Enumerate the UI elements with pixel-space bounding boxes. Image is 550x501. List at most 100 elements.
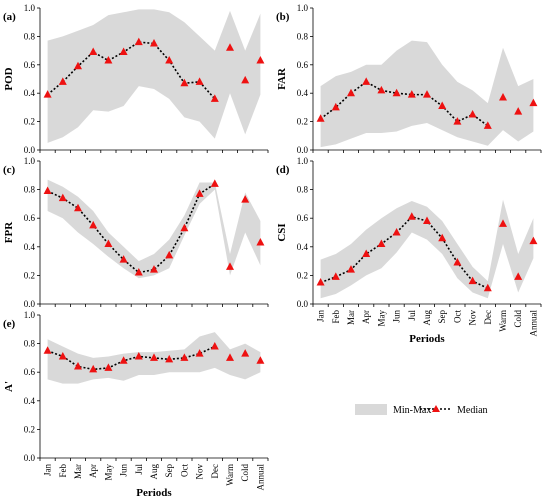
panel-e-median-point: [134, 351, 143, 360]
panel-d-x-tick-label: Jul: [407, 310, 417, 321]
panel-a-median-point: [58, 77, 67, 85]
panel-e: 0.0 0.2 0.4 0.6 0.8 1.0 Jan Feb Mar Apr May Jun Jul A…: [3, 310, 269, 499]
panel-b-label: (b): [276, 11, 290, 23]
panel-c: 0.0 0.2 0.4 0.6 0.8 1.0 (c) FPR: [3, 156, 269, 309]
panel-e-median-point: [150, 353, 158, 361]
panel-e-median-point: [89, 364, 98, 373]
panel-b-median-point: [362, 77, 371, 85]
legend-band-swatch: [355, 404, 387, 415]
panel-d-y-tick-label: 0.2: [297, 270, 308, 280]
panel-a-median-point: [226, 43, 234, 51]
panel-b-median-point: [331, 102, 340, 111]
panel-d-median-point: [438, 233, 447, 242]
panel-d-median-point: [407, 212, 416, 220]
panel-d-median-point: [377, 239, 386, 247]
panel-e-x-tick-label: Dec: [210, 464, 220, 479]
panel-a-y-tick-label: 0.6: [24, 60, 36, 70]
panel-a-y-tick-label: 1.0: [24, 3, 36, 13]
panel-e-x-tick-label: Jul: [134, 464, 144, 475]
panel-b-y-tick-label: 0.4: [297, 88, 309, 98]
legend-median-marker: [432, 405, 440, 412]
panel-b-median-point: [438, 101, 447, 109]
panel-e-median-point: [119, 356, 128, 364]
panel-d-x-tick-label: Nov: [468, 310, 478, 326]
panel-a-median-point: [195, 77, 204, 85]
panel-d-label: (d): [276, 164, 290, 176]
panel-d-median-point: [331, 272, 340, 280]
panel-e-median-point: [43, 346, 52, 354]
legend: Min-Max Median: [355, 404, 488, 416]
panel-c-median-point: [165, 250, 174, 259]
panel-b-median-point: [499, 92, 507, 101]
panel-c-median-point: [210, 179, 219, 187]
panel-c-y-tick-label: 0.6: [24, 213, 36, 223]
panel-d-y-axis-label: CSI: [276, 223, 288, 241]
panel-d-median-point: [529, 236, 538, 245]
panel-d-median-point: [483, 283, 492, 292]
panel-d: 0.0 0.2 0.4 0.6 0.8 1.0 Jan Feb Mar Apr May Jun Jul A…: [276, 156, 542, 345]
panel-e-median-line: [47, 345, 216, 371]
panel-d-median-point: [468, 276, 477, 285]
panel-a-y-tick-label: 0.8: [24, 31, 36, 41]
panel-d-median-point: [453, 258, 462, 266]
panel-b-median-point: [514, 107, 523, 115]
panel-e-x-tick-label: Oct: [179, 464, 189, 477]
panel-c-y-tick-label: 1.0: [24, 156, 36, 166]
panel-a-median-point: [89, 47, 98, 56]
panel-d-x-tick-label: Dec: [483, 310, 493, 325]
panel-e-y-tick-label: 1.0: [24, 310, 36, 320]
panel-b-median-point: [392, 88, 401, 97]
panel-b-y-axis-label: FAR: [276, 67, 288, 90]
panel-d-median-point: [347, 265, 355, 273]
panel-b-median-point: [468, 110, 477, 118]
panel-e-y-tick-label: 0.2: [24, 424, 35, 434]
panel-e-median-point: [58, 351, 67, 360]
panel-b-y-tick-label: 0.0: [297, 145, 309, 155]
panel-e-x-tick-label: Sep: [164, 464, 174, 478]
panel-d-median-point: [362, 249, 371, 257]
panel-c-y-tick-label: 0.8: [24, 185, 36, 195]
panel-d-x-tick-label: Jun: [392, 310, 402, 323]
panel-b-median-point: [453, 117, 462, 125]
panel-c-label: (c): [3, 164, 16, 176]
panel-a-median-point: [74, 61, 82, 70]
panel-d-x-tick-label: Warm: [498, 310, 508, 332]
panel-c-median-point: [134, 268, 143, 276]
panel-a-median-point: [134, 37, 143, 46]
panel-e-x-tick-label: Jan: [43, 464, 53, 476]
panel-c-median-point: [226, 262, 234, 270]
panel-b-median-point: [423, 90, 431, 98]
panel-b-median-point: [529, 98, 538, 107]
panel-b-y-tick-label: 0.2: [297, 117, 308, 127]
panel-c-median-point: [58, 193, 67, 202]
panel-c-median-point: [74, 203, 82, 212]
panel-a-median-point: [119, 47, 128, 56]
panel-d-median-point: [499, 219, 507, 227]
panel-a: 0.0 0.2 0.4 0.6 0.8 1.0 (a) POD: [3, 3, 269, 155]
panel-e-x-tick-label: Jun: [119, 464, 129, 477]
panel-c-median-point: [89, 220, 98, 229]
panel-c-median-point: [180, 223, 189, 232]
panel-c-y-tick-label: 0.0: [24, 299, 36, 309]
panel-d-x-axis-label: Periods: [409, 333, 445, 345]
panel-e-y-tick-label: 0.8: [24, 339, 36, 349]
panel-b-median-point: [377, 85, 386, 94]
panel-d-x-tick-label: Cold: [513, 310, 523, 328]
panel-d-x-tick-label: Sep: [437, 310, 447, 324]
panel-d-y-tick-label: 0.8: [297, 185, 309, 195]
panel-e-x-tick-label: Aug: [149, 464, 159, 480]
panel-b-y-tick-label: 0.8: [297, 31, 309, 41]
panel-e-median-point: [74, 361, 82, 370]
legend-median-label: Median: [457, 405, 488, 416]
panel-d-y-tick-label: 0.6: [297, 213, 309, 223]
panel-d-median-point: [514, 272, 523, 280]
panel-a-median-point: [104, 56, 113, 64]
legend-band-label: Min-Max: [393, 405, 431, 416]
panel-e-y-tick-label: 0.0: [24, 453, 36, 463]
panel-c-y-axis-label: FPR: [3, 221, 15, 243]
panel-b-median-point: [316, 114, 325, 122]
panel-d-x-tick-label: Apr: [361, 310, 371, 324]
panel-c-median-line: [47, 183, 216, 274]
panel-b: 0.0 0.2 0.4 0.6 0.8 1.0 (b) FAR: [276, 3, 542, 155]
